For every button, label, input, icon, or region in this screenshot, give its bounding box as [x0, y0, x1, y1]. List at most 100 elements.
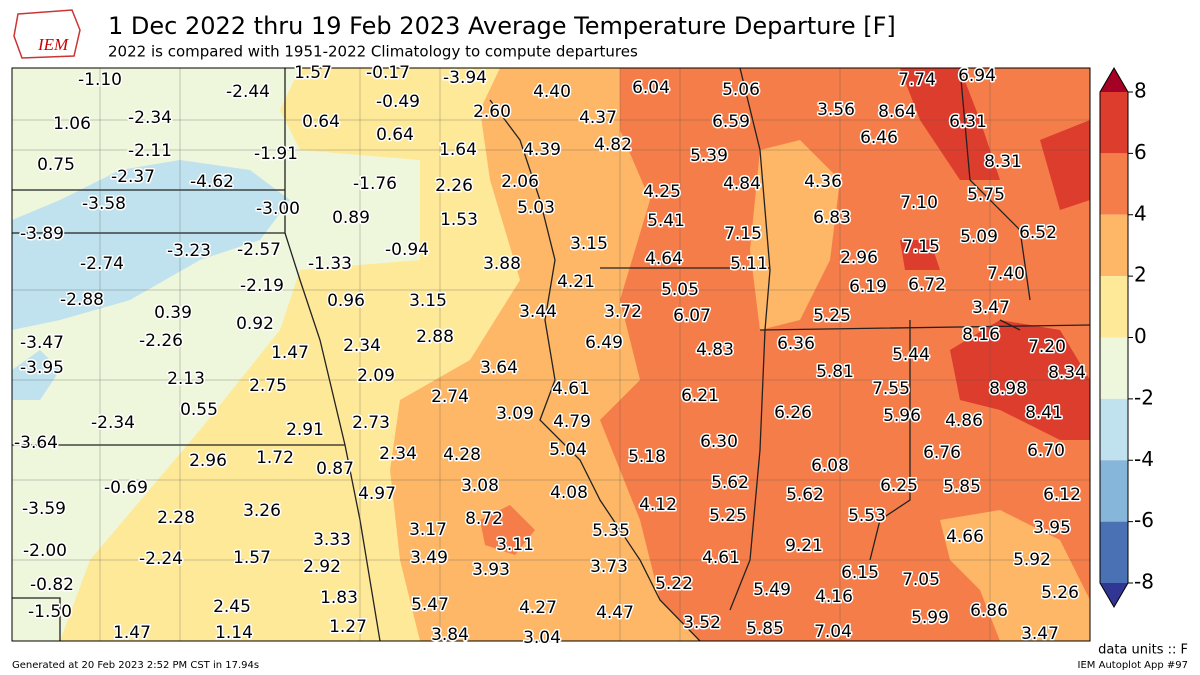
station-value: 9.21 [785, 536, 823, 556]
station-value: 2.28 [157, 508, 195, 528]
station-value: 8.64 [878, 102, 916, 122]
colorbar-band [1100, 460, 1128, 522]
station-value: 4.25 [643, 182, 681, 202]
station-value: 6.52 [1019, 223, 1057, 243]
station-value: 4.97 [358, 484, 396, 504]
station-value: 7.05 [902, 570, 940, 590]
station-value: 6.72 [908, 275, 946, 295]
station-value: -0.49 [376, 92, 420, 112]
station-value: 6.30 [700, 432, 738, 452]
station-value: 2.06 [501, 172, 539, 192]
station-value: -1.33 [308, 254, 352, 274]
colorbar-tick-label: 8 [1134, 79, 1147, 103]
station-value: -3.00 [256, 199, 300, 219]
station-value: 3.44 [519, 302, 557, 322]
colorbar-tick-label: 2 [1134, 263, 1147, 287]
station-value: -2.26 [139, 331, 183, 351]
station-value: 5.53 [848, 506, 886, 526]
station-value: 4.84 [723, 174, 761, 194]
generated-note: Generated at 20 Feb 2023 2:52 PM CST in … [12, 660, 259, 671]
station-value: 4.47 [596, 603, 634, 623]
station-value: 3.33 [313, 530, 351, 550]
station-value: 5.75 [967, 185, 1005, 205]
station-value: 3.11 [496, 535, 534, 555]
colorbar-over [1100, 68, 1128, 92]
station-value: 5.05 [661, 280, 699, 300]
station-value: 4.61 [702, 548, 740, 568]
station-value: -3.89 [20, 224, 64, 244]
station-value: 5.44 [892, 345, 930, 365]
station-value: 4.66 [946, 527, 984, 547]
station-value: 0.64 [302, 112, 340, 132]
station-value: -2.34 [91, 413, 135, 433]
station-value: 2.09 [357, 366, 395, 386]
station-value: 1.53 [440, 210, 478, 230]
station-value: 5.06 [722, 80, 760, 100]
station-value: 5.62 [786, 485, 824, 505]
station-value: 5.85 [746, 619, 784, 639]
station-value: 6.26 [774, 403, 812, 423]
station-value: 2.88 [416, 327, 454, 347]
station-value: -3.64 [14, 433, 58, 453]
station-value: 7.40 [987, 264, 1025, 284]
station-value: -3.47 [20, 333, 64, 353]
station-value: 7.10 [900, 193, 938, 213]
station-value: 5.03 [517, 198, 555, 218]
station-value: 6.59 [712, 112, 750, 132]
station-value: 0.55 [180, 400, 218, 420]
station-value: 4.86 [945, 411, 983, 431]
colorbar-band [1100, 92, 1128, 154]
station-value: 3.49 [410, 548, 448, 568]
station-value: 5.49 [753, 580, 791, 600]
station-value: 0.92 [236, 314, 274, 334]
station-value: 3.15 [409, 291, 447, 311]
station-value: 2.26 [435, 176, 473, 196]
station-value: 4.16 [815, 587, 853, 607]
station-value: 3.95 [1033, 518, 1071, 538]
station-value: 3.73 [590, 557, 628, 577]
station-value: 5.11 [730, 254, 768, 274]
station-value: 5.99 [911, 608, 949, 628]
station-value: 1.57 [294, 63, 332, 83]
station-value: -2.24 [139, 549, 183, 569]
station-value: 5.22 [655, 574, 693, 594]
station-value: 4.79 [553, 412, 591, 432]
colorbar-tick-label: 6 [1134, 140, 1147, 164]
colorbar-tick-label: 0 [1134, 324, 1147, 348]
station-value: 5.18 [628, 447, 666, 467]
colorbar-band [1100, 276, 1128, 338]
station-value: 8.41 [1025, 403, 1063, 423]
title: 1 Dec 2022 thru 19 Feb 2023 Average Temp… [108, 12, 896, 40]
station-value: 3.08 [461, 476, 499, 496]
station-value: 6.19 [849, 277, 887, 297]
station-value: -0.82 [30, 575, 74, 595]
station-value: 0.89 [332, 208, 370, 228]
station-value: 2.74 [431, 387, 469, 407]
station-value: 2.45 [213, 597, 251, 617]
station-value: -1.50 [28, 602, 72, 622]
station-value: 4.40 [533, 82, 571, 102]
station-value: 5.41 [647, 211, 685, 231]
station-value: 4.28 [443, 445, 481, 465]
station-value: 6.83 [813, 208, 851, 228]
station-value: 2.73 [352, 413, 390, 433]
colorbar-band [1100, 337, 1128, 399]
station-value: 1.27 [329, 617, 367, 637]
station-value: 5.39 [690, 146, 728, 166]
station-value: 8.31 [984, 152, 1022, 172]
station-value: 0.64 [376, 125, 414, 145]
station-value: -2.00 [23, 541, 67, 561]
colorbar-tick-label: -2 [1134, 385, 1154, 409]
station-value: 6.04 [632, 78, 670, 98]
station-value: -3.58 [82, 194, 126, 214]
station-value: 6.70 [1027, 441, 1065, 461]
station-value: 6.15 [841, 563, 879, 583]
station-value: 2.96 [840, 248, 878, 268]
station-value: 7.15 [724, 224, 762, 244]
station-value: 7.20 [1028, 337, 1066, 357]
station-value: 2.13 [167, 369, 205, 389]
station-value: 3.04 [523, 628, 561, 648]
station-value: 3.17 [409, 520, 447, 540]
station-value: 0.96 [327, 291, 365, 311]
